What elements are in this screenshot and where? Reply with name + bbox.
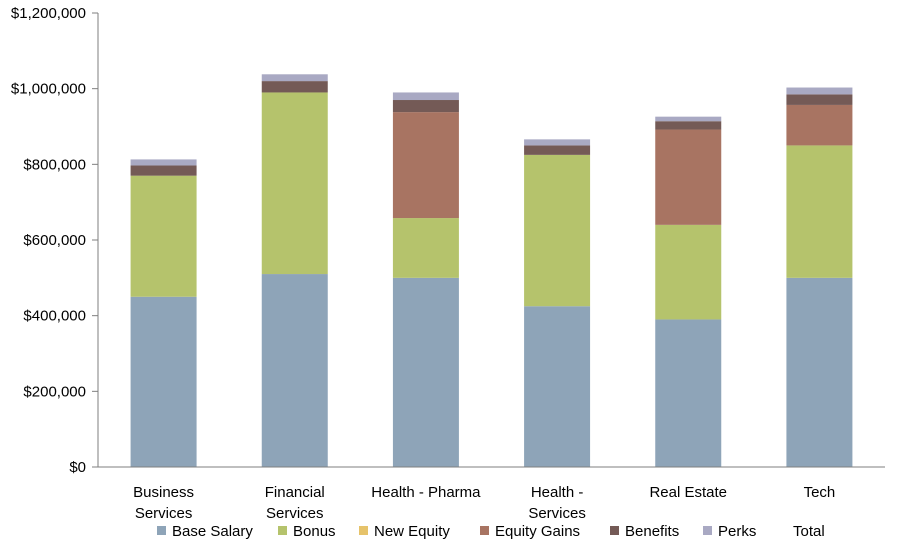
bar-segment-equity-gains: [392, 112, 459, 219]
x-tick-label: Real Estate: [649, 484, 727, 501]
x-tick-label-line: Health -: [531, 484, 584, 501]
legend-swatch: [703, 526, 712, 535]
bar-segment-base-salary: [130, 296, 197, 467]
y-tick-label: $1,200,000: [11, 5, 86, 22]
bar-segment-bonus: [261, 92, 328, 275]
x-tick-label-line: Services: [266, 505, 324, 522]
bar-segment-base-salary: [524, 306, 591, 467]
bar-segment-perks: [786, 87, 853, 95]
legend: Base Salary Bonus New Equity Equity Gains Be…: [157, 523, 825, 540]
legend-label: Benefits: [625, 523, 679, 540]
y-axis: $0 $200,000 $400,000 $600,000 $800,000 $1,000…: [11, 5, 99, 476]
bar-segment-bonus: [655, 224, 722, 320]
bar-segment-equity-gains: [655, 129, 722, 225]
y-tick-label: $1,000,000: [11, 81, 86, 98]
x-tick-label: Health - Pharma: [371, 484, 481, 501]
bar-segment-benefits: [524, 145, 591, 155]
bar-segment-bonus: [130, 175, 197, 297]
y-tick-label: $0: [69, 459, 86, 476]
bar-segment-benefits: [130, 165, 197, 176]
y-tick-label: $400,000: [23, 308, 86, 325]
bar-segment-benefits: [261, 81, 328, 93]
bar-segment-perks: [130, 159, 197, 166]
bar-segment-perks: [392, 92, 459, 101]
x-tick-label-line: Services: [135, 505, 193, 522]
bar-segment-bonus: [786, 145, 853, 278]
legend-swatch: [610, 526, 619, 535]
x-tick-label-line: Health - Pharma: [371, 484, 481, 501]
x-tick-label: Tech: [804, 484, 836, 501]
x-tick-label-line: Business: [133, 484, 194, 501]
y-tick-label: $600,000: [23, 232, 86, 249]
legend-label-total: Total: [793, 523, 825, 540]
bar-segment-base-salary: [261, 274, 328, 467]
bar-segment-benefits: [392, 100, 459, 113]
bar-segment-benefits: [786, 94, 853, 105]
legend-label: Base Salary: [172, 523, 253, 540]
legend-label: New Equity: [374, 523, 450, 540]
x-tick-label: Business Services: [133, 484, 194, 522]
y-tick-label: $200,000: [23, 383, 86, 400]
legend-label: Equity Gains: [495, 523, 580, 540]
bar-segment-perks: [524, 139, 591, 146]
x-tick-label-line: Tech: [804, 484, 836, 501]
legend-label: Perks: [718, 523, 756, 540]
legend-swatch: [157, 526, 166, 535]
x-tick-label-line: Financial: [265, 484, 325, 501]
bar-segment-bonus: [392, 218, 459, 278]
y-tick-label: $800,000: [23, 156, 86, 173]
x-tick-label: Health - Services: [528, 484, 586, 522]
legend-swatch: [359, 526, 368, 535]
bar-segment-benefits: [655, 121, 722, 130]
bar-segment-base-salary: [392, 277, 459, 467]
bar-segment-equity-gains: [786, 104, 853, 146]
x-tick-label-line: Services: [528, 505, 586, 522]
bar-segment-base-salary: [786, 277, 853, 467]
legend-swatch: [480, 526, 489, 535]
bar-segment-perks: [655, 116, 722, 122]
legend-label: Bonus: [293, 523, 336, 540]
x-tick-label-line: Real Estate: [649, 484, 727, 501]
bar-segment-perks: [261, 74, 328, 82]
bar-segment-base-salary: [655, 319, 722, 467]
x-tick-label: Financial Services: [265, 484, 325, 522]
bars: [130, 74, 853, 467]
legend-swatch: [278, 526, 287, 535]
bar-segment-bonus: [524, 154, 591, 307]
